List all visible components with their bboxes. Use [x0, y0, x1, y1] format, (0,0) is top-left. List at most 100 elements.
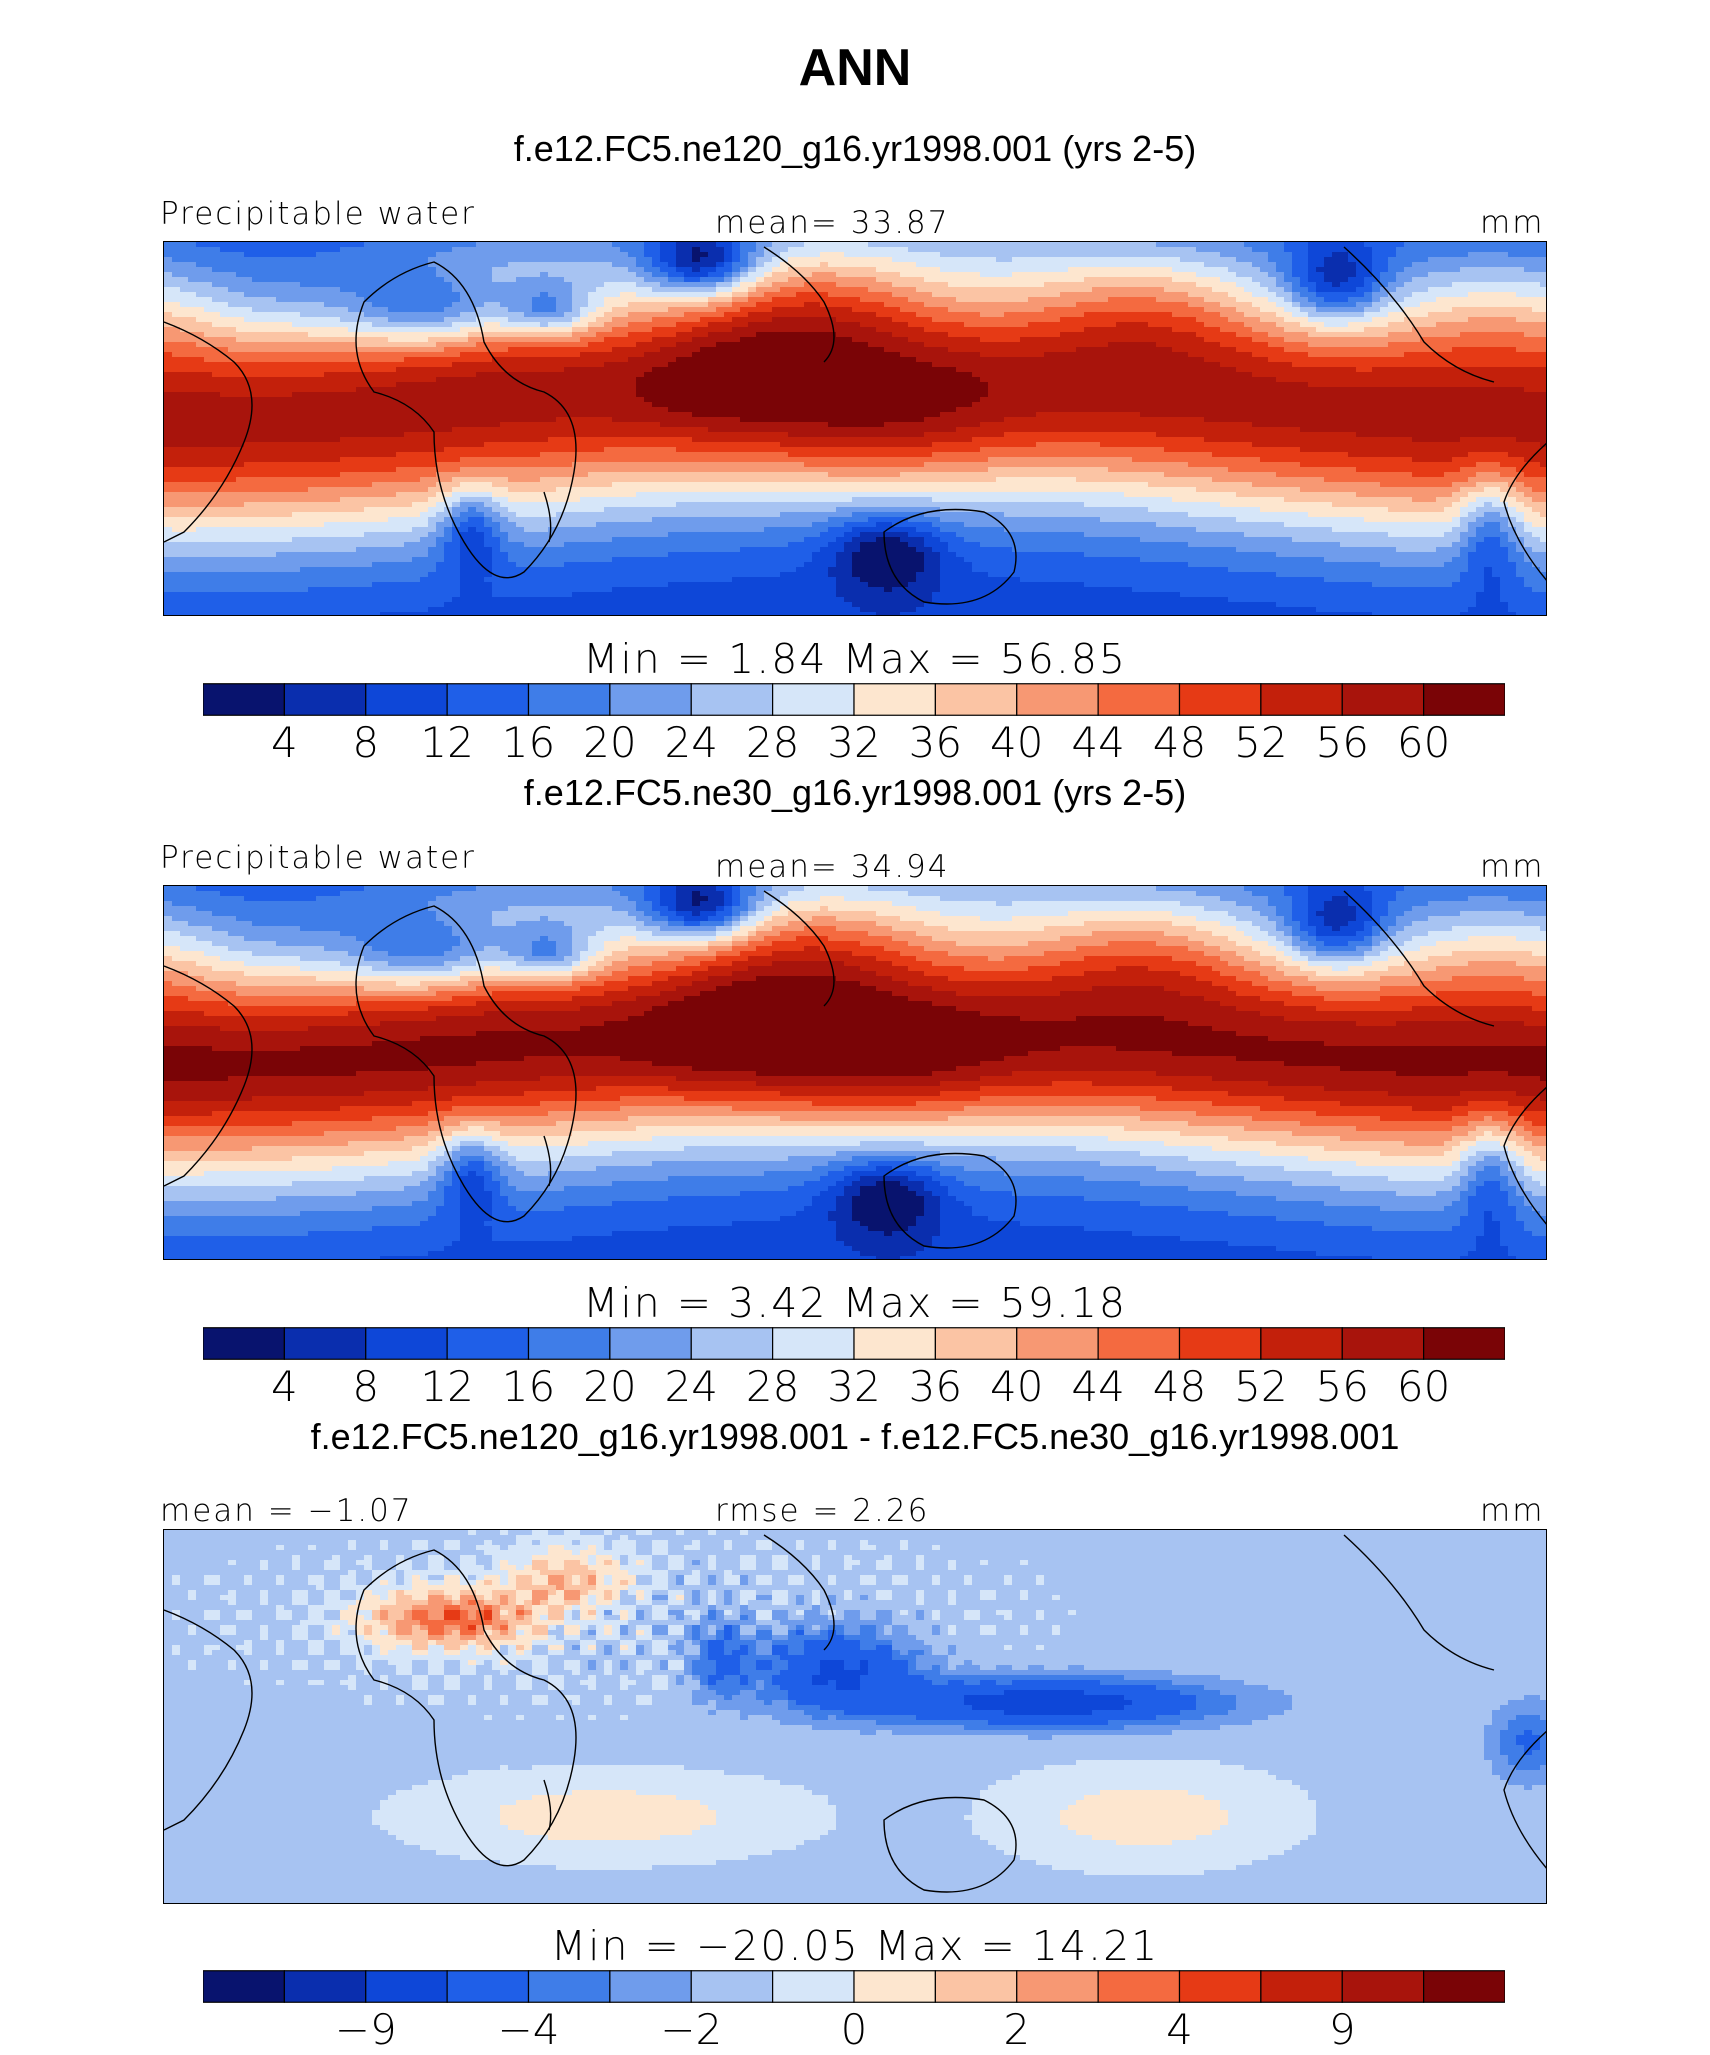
colorbar-tick-label: 60 — [1397, 1362, 1450, 1411]
colorbar-box — [1341, 1327, 1425, 1360]
colorbar-tick-label: 4 — [271, 718, 298, 767]
colorbar-box — [853, 1970, 936, 2003]
colorbar-box — [1260, 1970, 1343, 2003]
colorbar-tick-label: 36 — [909, 718, 962, 767]
colorbar-box — [853, 683, 936, 716]
colorbar-tick-label: 4 — [271, 1362, 298, 1411]
colorbar-tick-label: 24 — [665, 1362, 718, 1411]
panel-1-minmax: Min = 1.84 Max = 56.85 — [0, 635, 1710, 683]
panel-2-colorbar-boxes — [203, 1327, 1505, 1360]
colorbar-box — [772, 683, 855, 716]
figure-title: ANN — [0, 38, 1710, 98]
colorbar-box — [365, 1327, 448, 1360]
colorbar-box — [1016, 1970, 1099, 2003]
panel-1-variable-label: Precipitable water — [160, 196, 476, 232]
colorbar-box — [365, 1970, 448, 2003]
colorbar-box — [527, 1327, 611, 1360]
panel-2-mean-label: mean= 34.94 — [715, 849, 950, 885]
colorbar-box — [1423, 1970, 1505, 2003]
colorbar-tick-label: 8 — [352, 1362, 379, 1411]
panel-2-colorbar-ticks: 4 8 12 16 20 24 28 32 36 40 44 48 52 56 60 — [203, 1362, 1505, 1412]
colorbar-tick-label: 56 — [1316, 718, 1369, 767]
colorbar-box — [283, 683, 367, 716]
colorbar-box — [934, 1327, 1018, 1360]
colorbar-tick-label: 12 — [420, 718, 473, 767]
colorbar-tick-label: 52 — [1234, 1362, 1287, 1411]
colorbar-box — [1097, 683, 1181, 716]
colorbar-box — [690, 1970, 774, 2003]
colorbar-tick-label: 8 — [352, 718, 379, 767]
colorbar-box — [1178, 1970, 1262, 2003]
colorbar-tick-label: 32 — [827, 718, 880, 767]
colorbar-box — [446, 1327, 530, 1360]
colorbar-tick-label: 32 — [827, 1362, 880, 1411]
colorbar-tick-label: 9 — [1329, 2005, 1356, 2054]
colorbar-tick-label: −2 — [660, 2005, 722, 2054]
colorbar-tick-label: 52 — [1234, 718, 1287, 767]
colorbar-tick-label: 40 — [990, 718, 1043, 767]
panel-3-case-title: f.e12.FC5.ne120_g16.yr1998.001 - f.e12.F… — [0, 1416, 1710, 1458]
colorbar-box — [690, 683, 774, 716]
colorbar-box — [772, 1970, 855, 2003]
panel-1-colorbar-boxes — [203, 683, 1505, 716]
colorbar-tick-label: 20 — [583, 718, 636, 767]
colorbar-box — [853, 1327, 936, 1360]
colorbar-tick-label: 0 — [841, 2005, 868, 2054]
colorbar-box — [446, 1970, 530, 2003]
colorbar-tick-label: 36 — [909, 1362, 962, 1411]
colorbar-box — [1178, 683, 1262, 716]
colorbar-box — [1341, 1970, 1425, 2003]
panel-2-map — [163, 885, 1547, 1260]
colorbar-tick-label: 48 — [1153, 718, 1206, 767]
colorbar-tick-label: 28 — [746, 1362, 799, 1411]
panel-1-colorbar-ticks: 4 8 12 16 20 24 28 32 36 40 44 48 52 56 60 — [203, 718, 1505, 768]
colorbar-tick-label: 60 — [1397, 718, 1450, 767]
panel-1-map — [163, 241, 1547, 616]
panel-3-rmse-label: rmse = 2.26 — [715, 1493, 929, 1529]
colorbar-box — [283, 1327, 367, 1360]
panel-3-minmax: Min = −20.05 Max = 14.21 — [0, 1922, 1710, 1970]
colorbar-box — [934, 1970, 1018, 2003]
colorbar-box — [1260, 683, 1343, 716]
colorbar-box — [1178, 1327, 1262, 1360]
colorbar-box — [203, 683, 285, 716]
colorbar-tick-label: 16 — [502, 1362, 555, 1411]
colorbar-box — [772, 1327, 855, 1360]
colorbar-box — [1423, 683, 1505, 716]
colorbar-tick-label: 28 — [746, 718, 799, 767]
panel-2-case-title: f.e12.FC5.ne30_g16.yr1998.001 (yrs 2-5) — [0, 772, 1710, 814]
panel-3-colorbar-boxes — [203, 1970, 1505, 2003]
panel-2-unit-label: mm — [1480, 849, 1544, 885]
panel-1-case-title: f.e12.FC5.ne120_g16.yr1998.001 (yrs 2-5) — [0, 128, 1710, 170]
colorbar-box — [1097, 1327, 1181, 1360]
colorbar-tick-label: −9 — [335, 2005, 397, 2054]
panel-2-colorbar — [203, 1327, 1505, 1360]
colorbar-tick-label: 48 — [1153, 1362, 1206, 1411]
colorbar-box — [283, 1970, 367, 2003]
colorbar-box — [527, 1970, 611, 2003]
colorbar-tick-label: 44 — [1071, 718, 1124, 767]
colorbar-box — [203, 1970, 285, 2003]
panel-3-map-plot — [164, 1530, 1546, 1903]
colorbar-box — [1423, 1327, 1505, 1360]
panel-1-mean-label: mean= 33.87 — [715, 205, 950, 241]
colorbar-tick-label: 44 — [1071, 1362, 1124, 1411]
colorbar-box — [365, 683, 448, 716]
colorbar-tick-label: 20 — [583, 1362, 636, 1411]
colorbar-tick-label: 56 — [1316, 1362, 1369, 1411]
colorbar-box — [1097, 1970, 1181, 2003]
colorbar-box — [609, 683, 692, 716]
panel-1-unit-label: mm — [1480, 205, 1544, 241]
panel-3-map — [163, 1529, 1547, 1904]
colorbar-tick-label: 2 — [1003, 2005, 1030, 2054]
colorbar-box — [527, 683, 611, 716]
colorbar-box — [690, 1327, 774, 1360]
colorbar-box — [1016, 1327, 1099, 1360]
colorbar-box — [1341, 683, 1425, 716]
colorbar-box — [1016, 683, 1099, 716]
colorbar-tick-label: −4 — [498, 2005, 560, 2054]
panel-3-colorbar-ticks: −9 −4 −2 0 2 4 9 — [203, 2005, 1505, 2055]
panel-1-colorbar — [203, 683, 1505, 716]
panel-2-minmax: Min = 3.42 Max = 59.18 — [0, 1279, 1710, 1327]
panel-2-map-plot — [164, 886, 1546, 1259]
